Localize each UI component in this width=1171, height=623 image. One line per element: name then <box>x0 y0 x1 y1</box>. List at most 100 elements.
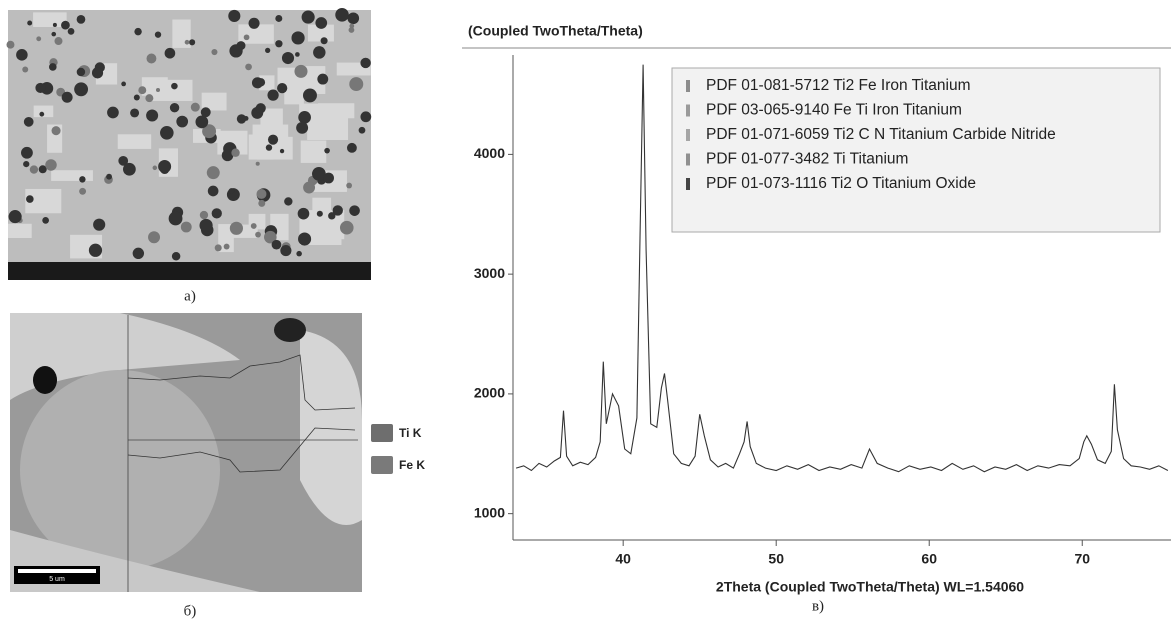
grain <box>20 370 220 570</box>
grain <box>257 136 293 160</box>
particle <box>164 47 176 59</box>
particle <box>323 172 334 184</box>
particle <box>199 210 209 220</box>
legend-label: PDF 01-071-6059 Ti2 C N Titanium Carbide… <box>706 126 1056 143</box>
particle <box>280 245 292 257</box>
particle <box>267 134 279 145</box>
x-axis-label: 2Theta (Coupled TwoTheta/Theta) WL=1.540… <box>716 579 1024 595</box>
grain <box>284 88 304 105</box>
sem-image: 5 um <box>10 313 362 592</box>
particle <box>281 51 295 65</box>
particle <box>291 31 305 45</box>
particle <box>123 162 136 176</box>
particle <box>171 252 181 261</box>
particle <box>106 173 112 180</box>
grain <box>8 223 32 238</box>
chart-title: (Coupled TwoTheta/Theta) <box>468 23 643 39</box>
grain <box>300 140 327 163</box>
particle <box>248 17 260 29</box>
particle <box>154 31 162 38</box>
particle <box>301 10 315 24</box>
grain <box>10 313 240 400</box>
particle <box>146 53 157 64</box>
particle <box>134 27 142 36</box>
particle <box>284 197 293 206</box>
particle <box>250 223 257 229</box>
particle <box>211 49 218 56</box>
particle <box>145 94 154 103</box>
grain <box>33 105 54 118</box>
particle <box>118 155 129 166</box>
particle <box>158 160 172 173</box>
particle <box>61 91 73 103</box>
particle <box>48 63 57 71</box>
particle <box>189 39 196 46</box>
particle <box>346 182 353 189</box>
particle <box>275 40 283 48</box>
pore <box>33 366 57 394</box>
y-tick-label: 3000 <box>474 265 505 281</box>
particle <box>256 188 267 199</box>
particle <box>74 82 89 97</box>
particle <box>255 231 261 238</box>
pore <box>274 318 306 342</box>
particle <box>36 36 42 42</box>
particle <box>229 221 243 235</box>
legend-label: PDF 03-065-9140 Fe Ti Iron Titanium <box>706 102 962 119</box>
particle <box>302 88 317 103</box>
particle <box>67 27 75 35</box>
particle <box>221 149 234 162</box>
particle <box>335 8 349 22</box>
particle <box>349 77 364 92</box>
particle <box>229 44 243 58</box>
particle <box>38 165 47 174</box>
particle <box>243 34 250 41</box>
panel-label: в) <box>812 598 824 614</box>
particle <box>138 86 147 95</box>
xrd-line <box>515 64 1169 473</box>
particle <box>214 244 222 252</box>
legend-marker <box>686 129 690 141</box>
particle <box>296 250 302 257</box>
particle <box>132 247 145 260</box>
particle <box>228 188 235 194</box>
particle <box>346 142 357 153</box>
particle <box>93 218 106 231</box>
grain <box>260 108 283 134</box>
particle <box>267 89 279 101</box>
particle <box>360 111 372 123</box>
particle <box>296 121 309 134</box>
particle <box>245 63 252 71</box>
particle <box>202 124 217 139</box>
legend-label: Ti K <box>399 426 422 440</box>
particle <box>255 161 260 166</box>
particle <box>79 187 87 195</box>
particle <box>107 106 119 119</box>
particle <box>271 239 282 250</box>
particle <box>52 22 57 27</box>
particle <box>358 126 366 134</box>
particle <box>256 78 266 87</box>
scale-bar <box>18 569 96 573</box>
particle <box>315 17 328 29</box>
particle <box>29 165 39 174</box>
particle <box>51 31 57 37</box>
particle <box>148 231 161 244</box>
particle <box>265 144 273 151</box>
particle <box>200 107 211 118</box>
particle <box>231 148 240 157</box>
legend-marker <box>686 80 690 92</box>
particle <box>23 116 34 127</box>
particle <box>160 126 174 140</box>
particle <box>121 81 126 87</box>
particle <box>130 108 140 118</box>
particle <box>76 15 86 24</box>
particle <box>236 114 247 124</box>
ti-profile <box>127 354 356 411</box>
grain <box>141 77 168 96</box>
particle <box>133 94 140 101</box>
particle <box>16 49 28 61</box>
particle <box>190 102 200 112</box>
grain <box>307 117 349 141</box>
